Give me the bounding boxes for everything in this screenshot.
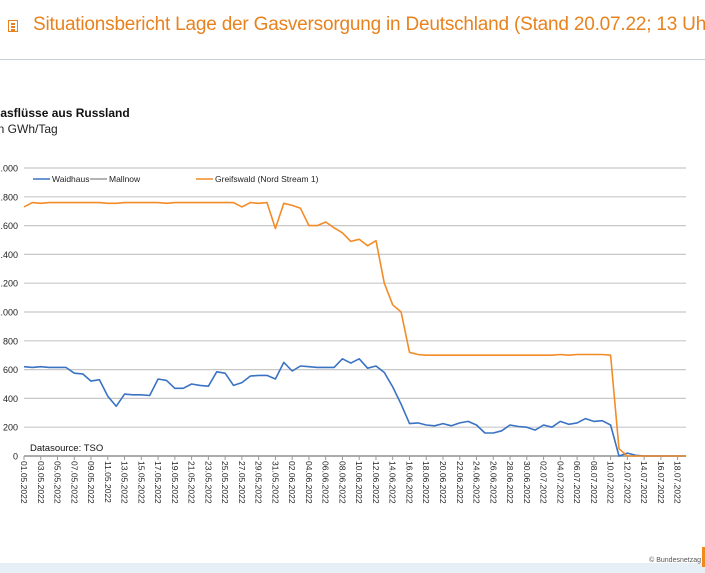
x-tick-label: 10.07.2022 (606, 461, 616, 504)
x-tick-label: 31.05.2022 (270, 461, 280, 504)
x-tick-label: 12.07.2022 (622, 461, 632, 504)
x-tick-label: 04.06.2022 (304, 461, 314, 504)
y-tick-label: 0 (13, 452, 18, 462)
x-tick-label: 22.06.2022 (455, 461, 465, 504)
x-tick-label: 12.06.2022 (371, 461, 381, 504)
x-tick-label: 16.07.2022 (656, 461, 666, 504)
x-tick-label: 03.05.2022 (36, 461, 46, 504)
x-tick-label: 16.06.2022 (404, 461, 414, 504)
legend-label: Greifswald (Nord Stream 1) (215, 174, 319, 184)
page-title[interactable]: Situationsbericht Lage der Gasversorgung… (33, 14, 705, 35)
x-tick-label: 21.05.2022 (187, 461, 197, 504)
x-tick-label: 25.05.2022 (220, 461, 230, 504)
y-tick-label: 1.200 (0, 279, 18, 289)
x-tick-label: 06.06.2022 (321, 461, 331, 504)
x-tick-label: 07.05.2022 (69, 461, 79, 504)
x-tick-label: 20.06.2022 (438, 461, 448, 504)
y-tick-label: 1.400 (0, 250, 18, 260)
page-header: Situationsbericht Lage der Gasversorgung… (0, 0, 705, 60)
x-tick-label: 13.05.2022 (120, 461, 130, 504)
x-tick-label: 01.05.2022 (19, 461, 29, 504)
x-tick-label: 17.05.2022 (153, 461, 163, 504)
x-tick-label: 06.07.2022 (572, 461, 582, 504)
x-tick-label: 11.05.2022 (103, 461, 113, 503)
x-tick-label: 02.07.2022 (539, 461, 549, 504)
y-tick-label: 1.000 (0, 308, 18, 318)
chart-subtitle: in GWh/Tag (0, 122, 58, 136)
y-tick-label: 2.000 (0, 164, 18, 174)
x-tick-label: 05.05.2022 (53, 461, 63, 504)
y-tick-label: 800 (3, 336, 18, 346)
y-tick-label: 200 (3, 423, 18, 433)
x-tick-label: 27.05.2022 (237, 461, 247, 504)
y-tick-label: 1.600 (0, 221, 18, 231)
x-tick-label: 10.06.2022 (354, 461, 364, 504)
series-line-waidhaus (23, 357, 686, 457)
x-tick-label: 15.05.2022 (136, 461, 146, 504)
x-tick-label: 08.07.2022 (589, 461, 599, 504)
x-tick-label: 04.07.2022 (555, 461, 565, 504)
y-tick-label: 400 (3, 394, 18, 404)
x-tick-label: 29.05.2022 (254, 461, 264, 504)
document-icon (8, 20, 18, 32)
x-tick-label: 02.06.2022 (287, 461, 297, 504)
datasource-annotation: Datasource: TSO (30, 443, 103, 454)
legend-label: Waidhaus (52, 174, 89, 184)
series-line-greifswald-nord-stream-1- (23, 201, 686, 457)
x-tick-label: 19.05.2022 (170, 461, 180, 504)
y-tick-label: 1.800 (0, 192, 18, 202)
x-tick-label: 18.06.2022 (421, 461, 431, 504)
x-tick-label: 09.05.2022 (86, 461, 96, 504)
legend-label: Mallnow (109, 174, 141, 184)
copyright: © Bundesnetzag (649, 557, 701, 564)
x-tick-label: 14.06.2022 (388, 461, 398, 504)
x-tick-label: 08.06.2022 (337, 461, 347, 504)
x-tick-label: 14.07.2022 (639, 461, 649, 504)
feedback-tab[interactable] (702, 547, 705, 567)
x-tick-label: 23.05.2022 (203, 461, 213, 504)
chart-title: Gasflüsse aus Russland (0, 106, 130, 120)
y-tick-label: 600 (3, 365, 18, 375)
x-tick-label: 30.06.2022 (522, 461, 532, 504)
x-tick-label: 24.06.2022 (472, 461, 482, 504)
x-tick-label: 18.07.2022 (673, 461, 683, 504)
x-tick-label: 26.06.2022 (488, 461, 498, 504)
x-tick-label: 28.06.2022 (505, 461, 515, 504)
footer-bar (0, 563, 705, 573)
